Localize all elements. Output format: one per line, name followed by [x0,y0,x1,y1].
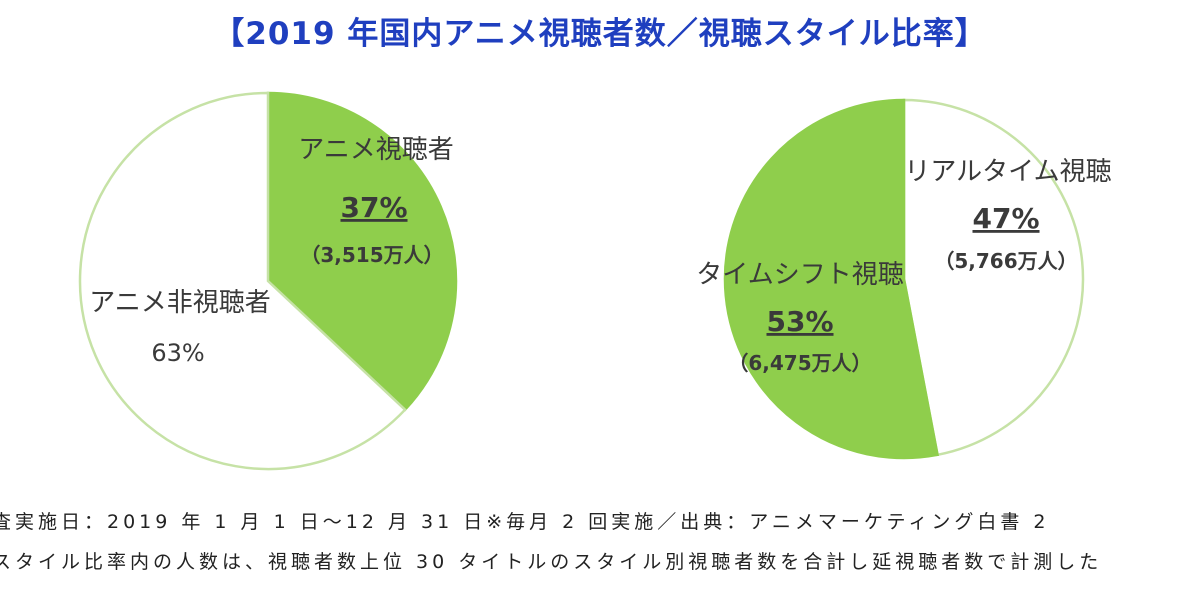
footnote-survey-period: 査実施日：2019 年 1 月 1 日〜12 月 31 日※毎月 2 回実施／出… [0,511,1050,533]
pie-slice-anime-viewers [266,91,458,412]
footnote-method: スタイル比率内の人数は、視聴者数上位 30 タイトルのスタイル別視聴者数を合計し… [0,551,1103,573]
slice-label-non-viewers: アニメ非視聴者 [89,288,270,318]
chart-title: 【2019 年国内アニメ視聴者数／視聴スタイル比率】 [213,16,987,52]
slice-count-realtime: （5,766万人） [934,249,1077,273]
slice-label-anime-viewers: アニメ視聴者 [298,135,453,165]
slice-percent-anime-viewers: 37% [340,191,407,224]
slice-count-timeshift: （6,475万人） [728,351,871,375]
pie-slice-realtime [902,98,1085,457]
pie-chart-viewers: アニメ視聴者 37% （3,515万人） アニメ非視聴者 63% [78,91,458,471]
slice-percent-timeshift: 53% [766,305,833,338]
slice-percent-non-viewers: 63% [151,339,204,367]
slice-label-timeshift: タイムシフト視聴 [696,260,903,290]
slice-label-realtime: リアルタイム視聴 [904,157,1111,187]
slice-count-anime-viewers: （3,515万人） [300,243,443,267]
slice-percent-realtime: 47% [972,202,1039,235]
pie-slice-timeshift [723,98,940,460]
pie-slice-non-viewers [78,91,407,471]
pie-chart-viewing-style: リアルタイム視聴 47% （5,766万人） タイムシフト視聴 53% （6,4… [696,98,1112,460]
